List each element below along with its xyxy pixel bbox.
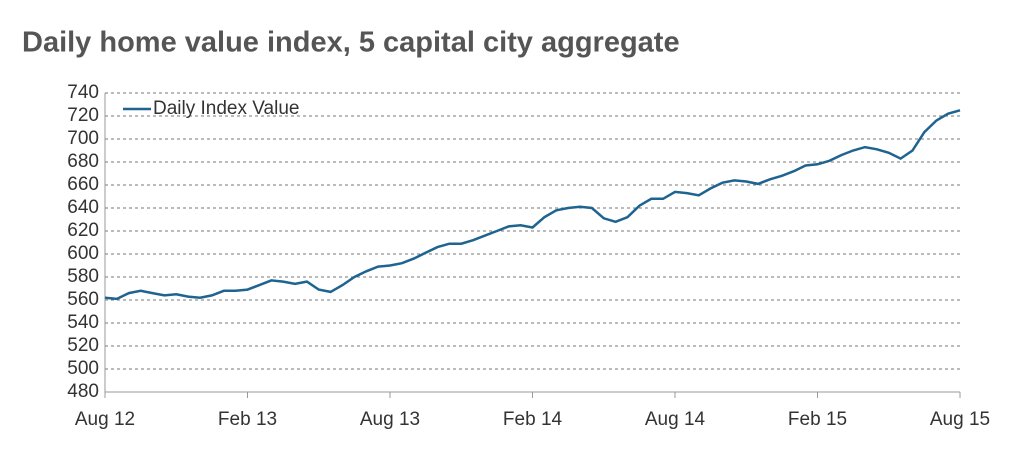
legend-label: Daily Index Value bbox=[153, 98, 299, 119]
y-tick-label: 660 bbox=[67, 174, 99, 195]
data-line bbox=[104, 109, 961, 301]
x-tick-label: Aug 13 bbox=[360, 409, 420, 430]
y-tick-label: 500 bbox=[67, 358, 99, 379]
y-tick-label: 680 bbox=[67, 151, 99, 172]
y-tick-label: 620 bbox=[67, 220, 99, 241]
y-tick-label: 600 bbox=[67, 243, 99, 264]
y-tick-label: 480 bbox=[67, 381, 99, 402]
y-tick-label: 720 bbox=[67, 105, 99, 126]
y-tick-label: 560 bbox=[67, 289, 99, 310]
x-tick-label: Aug 15 bbox=[930, 409, 990, 430]
x-tick-label: Feb 14 bbox=[503, 409, 563, 430]
y-tick-label: 740 bbox=[67, 82, 99, 103]
x-tick-label: Aug 14 bbox=[645, 409, 706, 430]
chart-title: Daily home value index, 5 capital city a… bbox=[22, 27, 680, 59]
x-tick-label: Feb 13 bbox=[218, 409, 277, 430]
x-tick-label: Feb 15 bbox=[788, 409, 847, 430]
y-tick-label: 540 bbox=[67, 312, 99, 333]
y-tick-label: 640 bbox=[67, 197, 99, 218]
y-tick-label: 580 bbox=[67, 266, 99, 287]
y-tick-label: 700 bbox=[67, 128, 99, 149]
y-tick-label: 520 bbox=[67, 335, 99, 356]
x-tick-label: Aug 12 bbox=[75, 409, 135, 430]
